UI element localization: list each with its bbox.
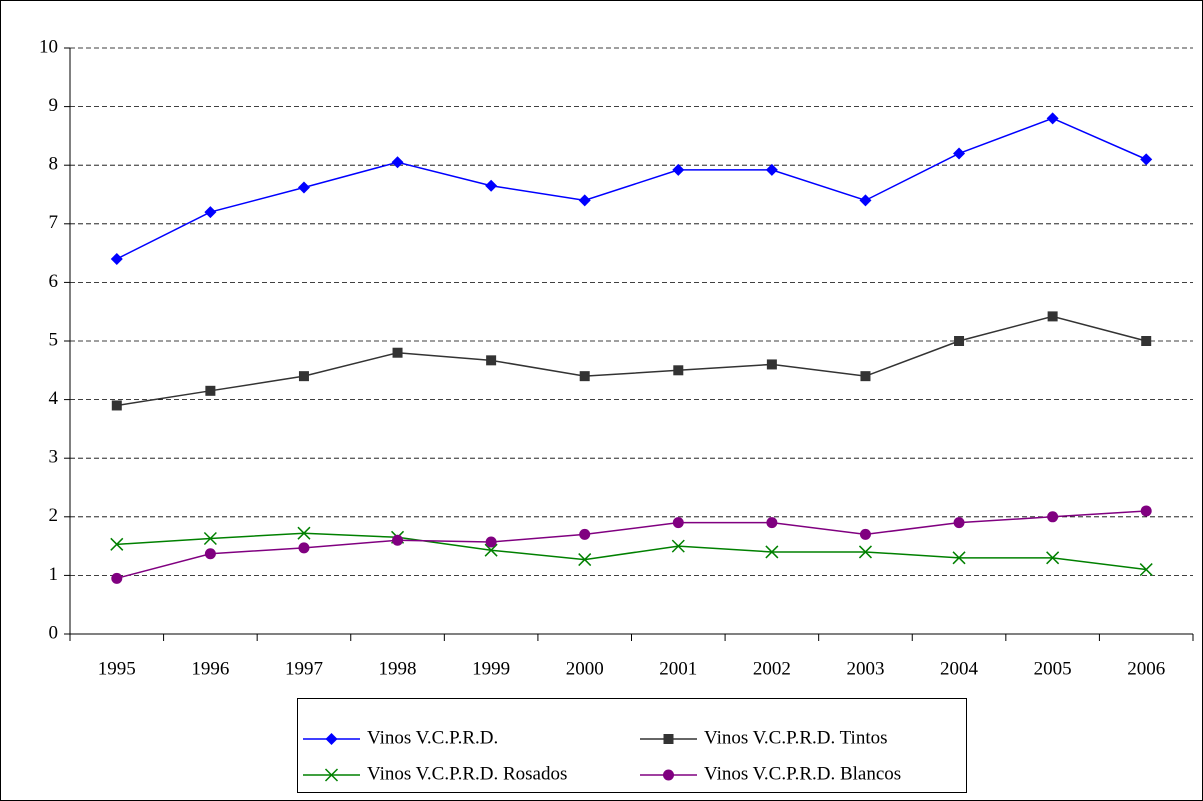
x-tick-label: 1997	[285, 658, 323, 679]
marker	[663, 769, 674, 781]
marker	[110, 252, 123, 265]
marker	[297, 526, 311, 540]
x-tick-label: 2001	[659, 658, 697, 679]
x-tick-label: 2002	[753, 658, 791, 679]
y-tick-label: 6	[49, 271, 59, 292]
marker	[485, 536, 497, 548]
y-tick-label: 1	[49, 564, 59, 585]
marker	[111, 400, 122, 411]
marker	[672, 163, 685, 176]
y-tick-label: 7	[49, 212, 59, 233]
y-tick-label: 4	[49, 388, 59, 409]
x-tick-label: 2000	[566, 658, 604, 679]
marker	[1047, 511, 1059, 523]
marker	[860, 371, 871, 382]
marker	[391, 156, 404, 169]
marker	[953, 517, 965, 529]
legend-label: Vinos V.C.P.R.D.	[367, 727, 498, 748]
marker	[1139, 563, 1153, 577]
marker	[578, 194, 591, 207]
marker	[578, 553, 592, 567]
legend-label: Vinos V.C.P.R.D. Rosados	[367, 763, 567, 784]
legend-label: Vinos V.C.P.R.D. Blancos	[704, 763, 901, 784]
marker	[858, 545, 872, 559]
marker	[325, 733, 338, 745]
y-tick-label: 3	[49, 447, 59, 468]
marker	[485, 179, 498, 192]
marker	[859, 528, 871, 540]
marker	[765, 163, 778, 176]
y-tick-label: 8	[49, 154, 59, 175]
marker	[1140, 505, 1152, 517]
y-tick-label: 2	[49, 505, 59, 526]
marker	[579, 371, 590, 382]
marker	[204, 206, 217, 219]
marker	[1141, 336, 1152, 346]
marker	[766, 517, 778, 529]
y-tick-label: 5	[49, 329, 59, 350]
marker	[392, 534, 404, 546]
x-tick-label: 2006	[1127, 658, 1165, 679]
marker	[952, 551, 966, 565]
marker	[324, 768, 339, 782]
marker	[486, 355, 497, 366]
marker	[673, 365, 684, 376]
x-tick-label: 2003	[846, 658, 884, 679]
series-line	[116, 532, 1147, 571]
marker	[765, 545, 779, 559]
marker	[205, 385, 216, 396]
x-tick-label: 1996	[191, 658, 229, 679]
series-line	[116, 510, 1147, 580]
x-tick-label: 1995	[98, 658, 136, 679]
x-tick-label: 1999	[472, 658, 510, 679]
marker	[1047, 311, 1058, 322]
marker	[298, 371, 309, 382]
marker	[297, 181, 310, 194]
series-line	[116, 315, 1147, 407]
marker	[953, 147, 966, 160]
x-tick-label: 1998	[379, 658, 417, 679]
legend-box	[297, 698, 967, 793]
marker	[1046, 551, 1060, 565]
marker	[954, 336, 965, 346]
marker	[859, 194, 872, 207]
marker	[111, 572, 123, 584]
marker	[1140, 153, 1153, 166]
legend-label: Vinos V.C.P.R.D. Tintos	[704, 727, 888, 748]
series-line	[116, 117, 1147, 260]
marker	[579, 528, 591, 540]
marker	[203, 531, 217, 546]
marker	[766, 359, 777, 370]
y-tick-label: 10	[39, 36, 58, 57]
marker	[671, 539, 685, 553]
y-tick-label: 0	[49, 622, 59, 643]
marker	[484, 543, 498, 557]
y-tick-label: 9	[49, 95, 59, 116]
marker	[204, 548, 216, 560]
marker	[663, 734, 674, 744]
marker	[110, 537, 124, 551]
marker	[1046, 112, 1059, 125]
x-tick-label: 2005	[1034, 658, 1072, 679]
marker	[672, 517, 684, 529]
x-tick-label: 2004	[940, 658, 979, 679]
marker	[298, 542, 310, 554]
marker	[392, 347, 403, 358]
